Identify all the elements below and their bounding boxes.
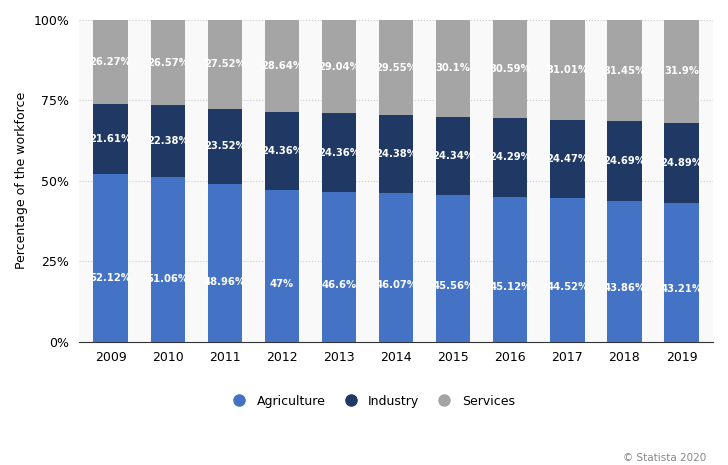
Text: 31.01%: 31.01% [547,65,588,75]
Bar [493,20,527,119]
Text: 24.34%: 24.34% [432,151,474,161]
Text: 24.69%: 24.69% [604,156,646,166]
Text: 48.96%: 48.96% [204,277,246,287]
Bar [607,200,641,342]
Bar [265,112,299,191]
Text: 31.45%: 31.45% [604,66,646,76]
Text: 22.38%: 22.38% [147,136,189,146]
Text: 24.36%: 24.36% [261,146,303,156]
Text: 46.07%: 46.07% [375,280,417,290]
Bar [207,20,242,108]
Bar [607,121,641,200]
Bar [493,119,527,197]
Text: 26.27%: 26.27% [90,57,131,67]
Bar [379,193,414,342]
Text: 24.47%: 24.47% [547,154,588,164]
Bar [322,113,356,192]
Bar [207,184,242,342]
Text: 45.12%: 45.12% [489,281,531,292]
Bar [322,20,356,113]
Bar [665,123,699,203]
Text: 24.29%: 24.29% [489,153,531,162]
Text: 27.52%: 27.52% [204,59,245,69]
Text: 30.1%: 30.1% [436,63,470,73]
Bar [93,105,127,174]
Text: 47%: 47% [270,279,294,289]
Text: 30.59%: 30.59% [489,64,531,74]
Text: 24.36%: 24.36% [318,147,360,158]
Legend: Agriculture, Industry, Services: Agriculture, Industry, Services [221,390,520,413]
Bar [436,20,470,117]
Text: © Statista 2020: © Statista 2020 [623,452,706,463]
Text: 23.52%: 23.52% [204,141,245,151]
Bar [550,120,585,199]
Text: 21.61%: 21.61% [90,134,132,144]
Bar [151,178,185,342]
Bar [550,199,585,342]
Bar [436,195,470,342]
Bar [379,115,414,193]
Text: 44.52%: 44.52% [546,282,588,292]
Bar [665,20,699,123]
Text: 28.64%: 28.64% [261,61,303,71]
Text: 43.86%: 43.86% [604,283,646,293]
Bar [493,197,527,342]
Bar [93,174,127,342]
Bar [151,20,185,106]
Bar [379,20,414,115]
Text: 51.06%: 51.06% [146,274,189,284]
Bar [607,20,641,121]
Bar [207,108,242,184]
Bar [93,20,127,105]
Y-axis label: Percentage of the workforce: Percentage of the workforce [15,92,28,269]
Text: 26.57%: 26.57% [147,58,189,68]
Text: 45.56%: 45.56% [432,281,474,291]
Text: 46.6%: 46.6% [321,279,357,290]
Text: 29.55%: 29.55% [375,62,417,73]
Text: 31.9%: 31.9% [664,66,699,76]
Text: 24.38%: 24.38% [375,149,417,159]
Bar [265,20,299,112]
Bar [265,191,299,342]
Bar [436,117,470,195]
Bar [151,106,185,178]
Text: 24.89%: 24.89% [660,158,703,168]
Bar [322,192,356,342]
Text: 29.04%: 29.04% [318,62,360,72]
Text: 52.12%: 52.12% [90,273,132,283]
Bar [665,203,699,342]
Text: 43.21%: 43.21% [660,284,703,294]
Bar [550,20,585,120]
